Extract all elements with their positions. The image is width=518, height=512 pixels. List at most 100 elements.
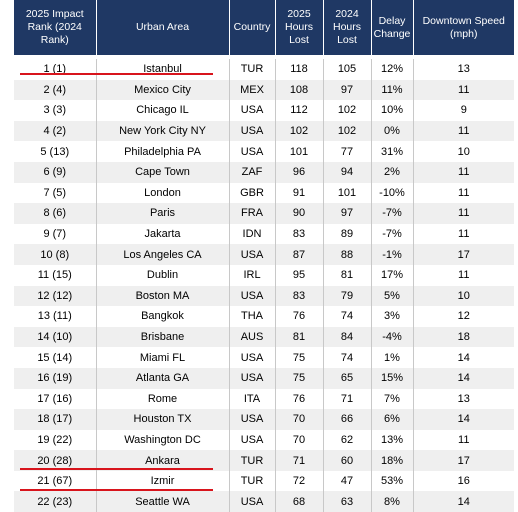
cell-delay-change: 6% xyxy=(371,409,414,430)
cell-delay-change: 3% xyxy=(371,306,414,327)
cell-2024-hours-lost: 71 xyxy=(323,388,372,410)
header-urban-area: Urban Area xyxy=(96,0,230,55)
cell-country: USA xyxy=(229,100,276,121)
cell-urban-area: Bangkok xyxy=(96,306,230,327)
cell-urban-area: Atlanta GA xyxy=(96,367,230,389)
cell-rank: 4 (2) xyxy=(14,120,97,142)
cell-2025-hours-lost: 108 xyxy=(275,79,324,101)
table-row: 8 (6) Paris FRA 90 97 -7% 11 xyxy=(14,203,514,224)
table-row: 4 (2) New York City NY USA 102 102 0% 11 xyxy=(14,120,514,142)
cell-country: USA xyxy=(229,429,276,451)
cell-delay-change: -4% xyxy=(371,326,414,348)
table-body: 1 (1) Istanbul TUR 118 105 12% 13 2 (4) Mexico C… xyxy=(14,55,514,512)
header-2025-hours-lost: 2025 Hours Lost xyxy=(275,0,324,55)
cell-downtown-speed: 17 xyxy=(413,450,514,471)
table-row: 17 (16) Rome ITA 76 71 7% 13 xyxy=(14,388,514,410)
cell-country: USA xyxy=(229,347,276,368)
cell-rank: 18 (17) xyxy=(14,409,97,430)
cell-2025-hours-lost: 112 xyxy=(275,100,324,121)
cell-downtown-speed: 11 xyxy=(413,120,514,142)
cell-rank: 13 (11) xyxy=(14,306,97,327)
cell-rank: 20 (28) xyxy=(14,450,97,471)
cell-urban-area: Dublin xyxy=(96,264,230,286)
cell-urban-area: Los Angeles CA xyxy=(96,244,230,265)
cell-delay-change: 7% xyxy=(371,388,414,410)
cell-downtown-speed: 13 xyxy=(413,388,514,410)
cell-2025-hours-lost: 87 xyxy=(275,244,324,265)
cell-2025-hours-lost: 101 xyxy=(275,141,324,162)
cell-delay-change: 11% xyxy=(371,79,414,101)
cell-delay-change: 18% xyxy=(371,450,414,471)
cell-2025-hours-lost: 70 xyxy=(275,429,324,451)
cell-downtown-speed: 11 xyxy=(413,182,514,204)
cell-delay-change: 5% xyxy=(371,285,414,307)
cell-2025-hours-lost: 83 xyxy=(275,223,324,245)
cell-downtown-speed: 11 xyxy=(413,429,514,451)
cell-rank: 6 (9) xyxy=(14,161,97,183)
cell-2025-hours-lost: 90 xyxy=(275,203,324,224)
cell-country: MEX xyxy=(229,79,276,101)
cell-rank: 8 (6) xyxy=(14,203,97,224)
cell-country: GBR xyxy=(229,182,276,204)
cell-country: USA xyxy=(229,141,276,162)
cell-country: ITA xyxy=(229,388,276,410)
cell-rank: 9 (7) xyxy=(14,223,97,245)
cell-rank: 22 (23) xyxy=(14,491,97,512)
highlight-underline-istanbul xyxy=(20,73,213,75)
cell-2025-hours-lost: 75 xyxy=(275,347,324,368)
cell-2024-hours-lost: 62 xyxy=(323,429,372,451)
cell-urban-area: Mexico City xyxy=(96,79,230,101)
header-2024-hours-lost: 2024 Hours Lost xyxy=(323,0,372,55)
cell-2025-hours-lost: 83 xyxy=(275,285,324,307)
cell-downtown-speed: 18 xyxy=(413,326,514,348)
cell-2024-hours-lost: 102 xyxy=(323,120,372,142)
cell-2024-hours-lost: 66 xyxy=(323,409,372,430)
cell-delay-change: -10% xyxy=(371,182,414,204)
cell-delay-change: 1% xyxy=(371,347,414,368)
cell-rank: 21 (67) xyxy=(14,470,97,492)
table-row: 3 (3) Chicago IL USA 112 102 10% 9 xyxy=(14,100,514,121)
cell-2024-hours-lost: 79 xyxy=(323,285,372,307)
cell-2025-hours-lost: 96 xyxy=(275,161,324,183)
cell-downtown-speed: 14 xyxy=(413,367,514,389)
cell-delay-change: 12% xyxy=(371,59,414,80)
cell-downtown-speed: 14 xyxy=(413,347,514,368)
cell-rank: 19 (22) xyxy=(14,429,97,451)
cell-rank: 3 (3) xyxy=(14,100,97,121)
cell-downtown-speed: 11 xyxy=(413,161,514,183)
cell-downtown-speed: 17 xyxy=(413,244,514,265)
cell-rank: 17 (16) xyxy=(14,388,97,410)
table-row: 13 (11) Bangkok THA 76 74 3% 12 xyxy=(14,306,514,327)
cell-delay-change: -1% xyxy=(371,244,414,265)
table-row: 19 (22) Washington DC USA 70 62 13% 11 xyxy=(14,429,514,451)
table-row: 2 (4) Mexico City MEX 108 97 11% 11 xyxy=(14,79,514,101)
cell-country: FRA xyxy=(229,203,276,224)
traffic-ranking-table-container: 2025 Impact Rank (2024 Rank) Urban Area … xyxy=(14,0,514,512)
cell-rank: 12 (12) xyxy=(14,285,97,307)
cell-2025-hours-lost: 95 xyxy=(275,264,324,286)
cell-urban-area: Boston MA xyxy=(96,285,230,307)
cell-2025-hours-lost: 76 xyxy=(275,306,324,327)
cell-country: USA xyxy=(229,409,276,430)
cell-delay-change: 53% xyxy=(371,470,414,492)
cell-urban-area: Philadelphia PA xyxy=(96,141,230,162)
cell-downtown-speed: 16 xyxy=(413,470,514,492)
cell-urban-area: Paris xyxy=(96,203,230,224)
cell-urban-area: Miami FL xyxy=(96,347,230,368)
cell-2025-hours-lost: 91 xyxy=(275,182,324,204)
cell-downtown-speed: 11 xyxy=(413,264,514,286)
cell-2024-hours-lost: 89 xyxy=(323,223,372,245)
cell-country: AUS xyxy=(229,326,276,348)
cell-delay-change: 8% xyxy=(371,491,414,512)
cell-delay-change: 17% xyxy=(371,264,414,286)
cell-2024-hours-lost: 47 xyxy=(323,470,372,492)
cell-country: ZAF xyxy=(229,161,276,183)
cell-rank: 16 (19) xyxy=(14,367,97,389)
table-row: 9 (7) Jakarta IDN 83 89 -7% 11 xyxy=(14,223,514,245)
cell-downtown-speed: 12 xyxy=(413,306,514,327)
cell-urban-area: Brisbane xyxy=(96,326,230,348)
header-rank: 2025 Impact Rank (2024 Rank) xyxy=(14,0,97,55)
table-row: 7 (5) London GBR 91 101 -10% 11 xyxy=(14,182,514,204)
cell-country: USA xyxy=(229,285,276,307)
cell-delay-change: 0% xyxy=(371,120,414,142)
